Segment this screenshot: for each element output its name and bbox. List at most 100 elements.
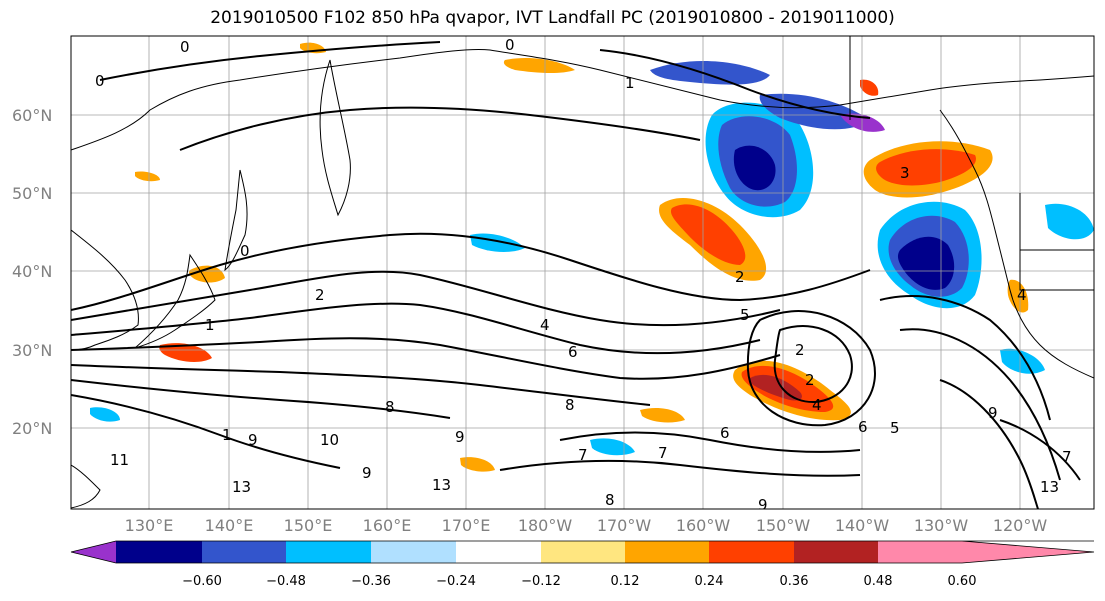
contour-label: 0 [95, 72, 105, 90]
map-content: 0 0 0 0 1 1 1 2 2 2 2 3 4 4 4 5 5 6 6 6 … [71, 36, 1094, 514]
contour-label: 9 [455, 428, 465, 446]
lon-label: 130°E [125, 516, 174, 535]
contour-label: 1 [625, 74, 635, 92]
contour-label: 0 [180, 38, 190, 56]
lat-label: 50°N [12, 184, 52, 203]
colorbar-segment [456, 541, 541, 563]
negative-anomaly-blob [840, 113, 885, 132]
lon-label: 140°W [835, 516, 890, 535]
lon-label: 170°W [597, 516, 652, 535]
lon-label: 160°E [363, 516, 412, 535]
contour-label: 13 [232, 478, 251, 496]
contour-label: 5 [740, 306, 750, 324]
colorbar-tick-label: 0.12 [611, 574, 640, 589]
map-title: 2019010500 F102 850 hPa qvapor, IVT Land… [210, 8, 895, 28]
colorbar-tick-label: 0.36 [780, 574, 809, 589]
lat-label: 30°N [12, 341, 52, 360]
contour-label: 10 [320, 431, 339, 449]
negative-anomaly-blob [1045, 203, 1094, 240]
lon-label: 150°E [284, 516, 333, 535]
colorbar-segment [878, 541, 962, 563]
contour-label: 9 [248, 431, 258, 449]
positive-anomaly-blob [135, 171, 160, 182]
lon-label: 140°E [205, 516, 254, 535]
colorbar-segment [794, 541, 878, 563]
contour-label: 8 [605, 491, 615, 509]
colorbar-segment [286, 541, 371, 563]
contour-label: 6 [568, 343, 578, 361]
contour-label: 11 [110, 451, 129, 469]
colorbar-tick-label: −0.36 [351, 574, 391, 589]
contour-label: 8 [385, 398, 395, 416]
contour-label: 8 [565, 396, 575, 414]
contour-label: 2 [805, 371, 815, 389]
contour-label: 6 [720, 424, 730, 442]
colorbar-segment [202, 541, 286, 563]
contour-label: 4 [1017, 286, 1027, 304]
colorbar-segment [962, 541, 1094, 563]
contour-label: 7 [1062, 448, 1072, 466]
positive-anomaly-blob [876, 149, 976, 186]
map-frame [70, 35, 1095, 510]
colorbar-tick-label: 0.60 [948, 574, 977, 589]
coastlines [71, 36, 1094, 509]
contour-label: 13 [432, 476, 451, 494]
contour-label: 9 [988, 404, 998, 422]
contour-label: 9 [362, 464, 372, 482]
positive-anomaly-blob [503, 58, 575, 74]
lat-label: 40°N [12, 262, 52, 281]
positive-anomaly-blob [159, 343, 212, 362]
contour-label: 13 [1040, 478, 1059, 496]
contour-label: 9 [758, 496, 768, 514]
contour-label: 1 [205, 316, 215, 334]
contour-label: 4 [812, 396, 822, 414]
colorbar-tick-label: −0.12 [521, 574, 561, 589]
lat-label: 60°N [12, 106, 52, 125]
colorbar-segment [71, 541, 116, 563]
ivt-contours [71, 41, 1081, 509]
colorbar: −0.60 −0.48 −0.36 −0.24 −0.12 0.12 0.24 … [70, 540, 1095, 589]
colorbar-tick-label: −0.24 [436, 574, 476, 589]
negative-anomaly-blob [1000, 348, 1045, 374]
colorbar-tick-label: 0.24 [695, 574, 724, 589]
lon-label: 150°W [756, 516, 811, 535]
negative-anomaly-blob [90, 407, 120, 422]
positive-anomaly-blob [860, 79, 879, 96]
positive-anomaly-blob [189, 265, 225, 283]
lon-label: 120°W [993, 516, 1048, 535]
positive-anomaly-blob [640, 408, 685, 423]
colorbar-outline [70, 540, 1095, 564]
latitude-labels: 60°N 50°N 40°N 30°N 20°N [12, 106, 52, 438]
positive-anomaly-blob [460, 457, 495, 472]
lon-label: 130°W [914, 516, 969, 535]
contour-label: 5 [890, 419, 900, 437]
colorbar-segment [625, 541, 709, 563]
positive-anomaly-blob [1007, 279, 1029, 313]
positive-anomaly-blob [670, 204, 746, 265]
contour-label: 7 [658, 444, 668, 462]
contour-label: 3 [900, 164, 910, 182]
shaded-anomalies [90, 42, 1094, 472]
longitude-labels: 130°E 140°E 150°E 160°E 170°E 180°W 170°… [125, 516, 1048, 535]
contour-label: 6 [858, 418, 868, 436]
colorbar-segment [371, 541, 456, 563]
contour-label: 1 [222, 426, 232, 444]
contour-label: 7 [578, 446, 588, 464]
colorbar-tick-label: 0.48 [864, 574, 893, 589]
lon-label: 180°W [518, 516, 573, 535]
contour-label: 0 [505, 36, 515, 54]
colorbar-segment [116, 541, 202, 563]
contour-label: 2 [315, 286, 325, 304]
contour-label: 2 [795, 341, 805, 359]
lon-label: 170°E [442, 516, 491, 535]
colorbar-tick-label: −0.60 [182, 574, 222, 589]
colorbar-tick-label: −0.48 [266, 574, 306, 589]
contour-labels: 0 0 0 0 1 1 1 2 2 2 2 3 4 4 4 5 5 6 6 6 … [95, 36, 1072, 514]
lat-label: 20°N [12, 419, 52, 438]
contour-label: 2 [735, 268, 745, 286]
negative-anomaly-blob [733, 145, 776, 191]
contour-label: 4 [540, 316, 550, 334]
colorbar-segment [709, 541, 794, 563]
contour-label: 0 [240, 242, 250, 260]
